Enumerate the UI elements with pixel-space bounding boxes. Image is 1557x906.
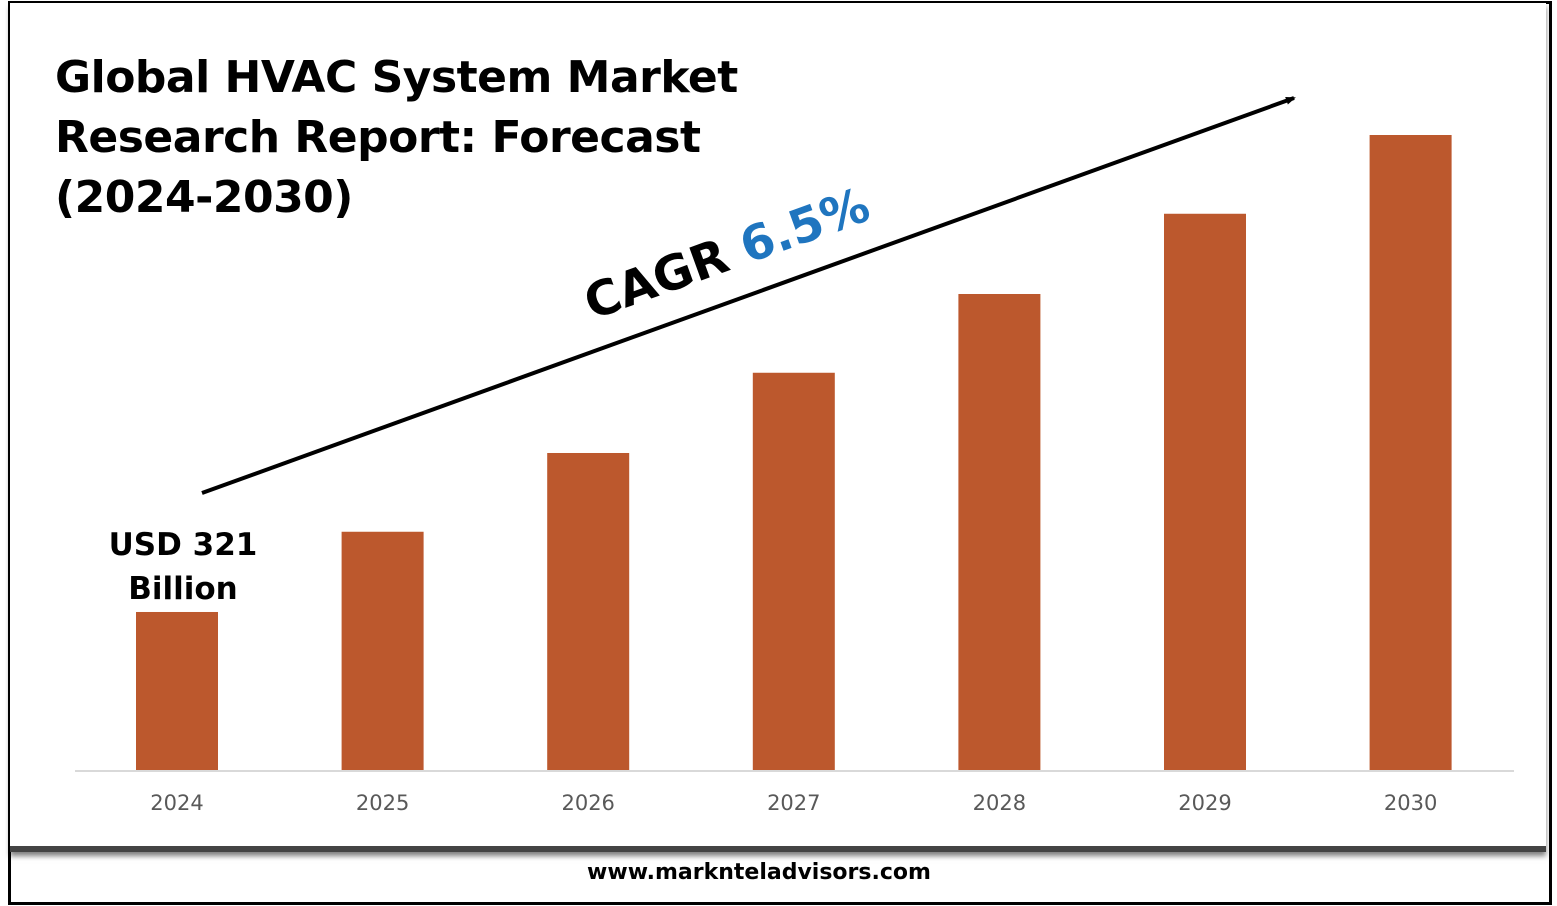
first-bar-label-line-2: Billion	[128, 571, 238, 607]
bar-2025	[341, 531, 424, 770]
x-tick-label: 2026	[561, 791, 614, 815]
bar-2029	[1164, 213, 1246, 770]
title-line-1: Global HVAC System Market	[55, 52, 738, 103]
x-tick-label: 2028	[973, 791, 1026, 815]
bar-2030	[1369, 135, 1452, 770]
bar-2027	[752, 372, 835, 770]
x-tick-label: 2029	[1178, 791, 1231, 815]
x-tick-label: 2030	[1384, 791, 1437, 815]
title-line-3: (2024-2030)	[55, 172, 353, 223]
outer-frame	[8, 1, 1552, 905]
x-tick-label: 2027	[767, 791, 820, 815]
growth-arrow	[201, 96, 1296, 495]
cagr-label: CAGR 6.5%	[577, 177, 877, 331]
bar-2026	[547, 452, 630, 770]
bar-2028	[958, 293, 1041, 770]
first-bar-label-line-1: USD 321	[109, 527, 258, 563]
x-tick-label: 2025	[356, 791, 409, 815]
website-footer[interactable]: www.marknteladvisors.com	[587, 860, 931, 885]
title-line-2: Research Report: Forecast	[55, 112, 701, 163]
bar-2024	[136, 611, 218, 770]
chart-title: Global HVAC System Market Research Repor…	[55, 48, 738, 228]
x-tick-label: 2024	[150, 791, 203, 815]
